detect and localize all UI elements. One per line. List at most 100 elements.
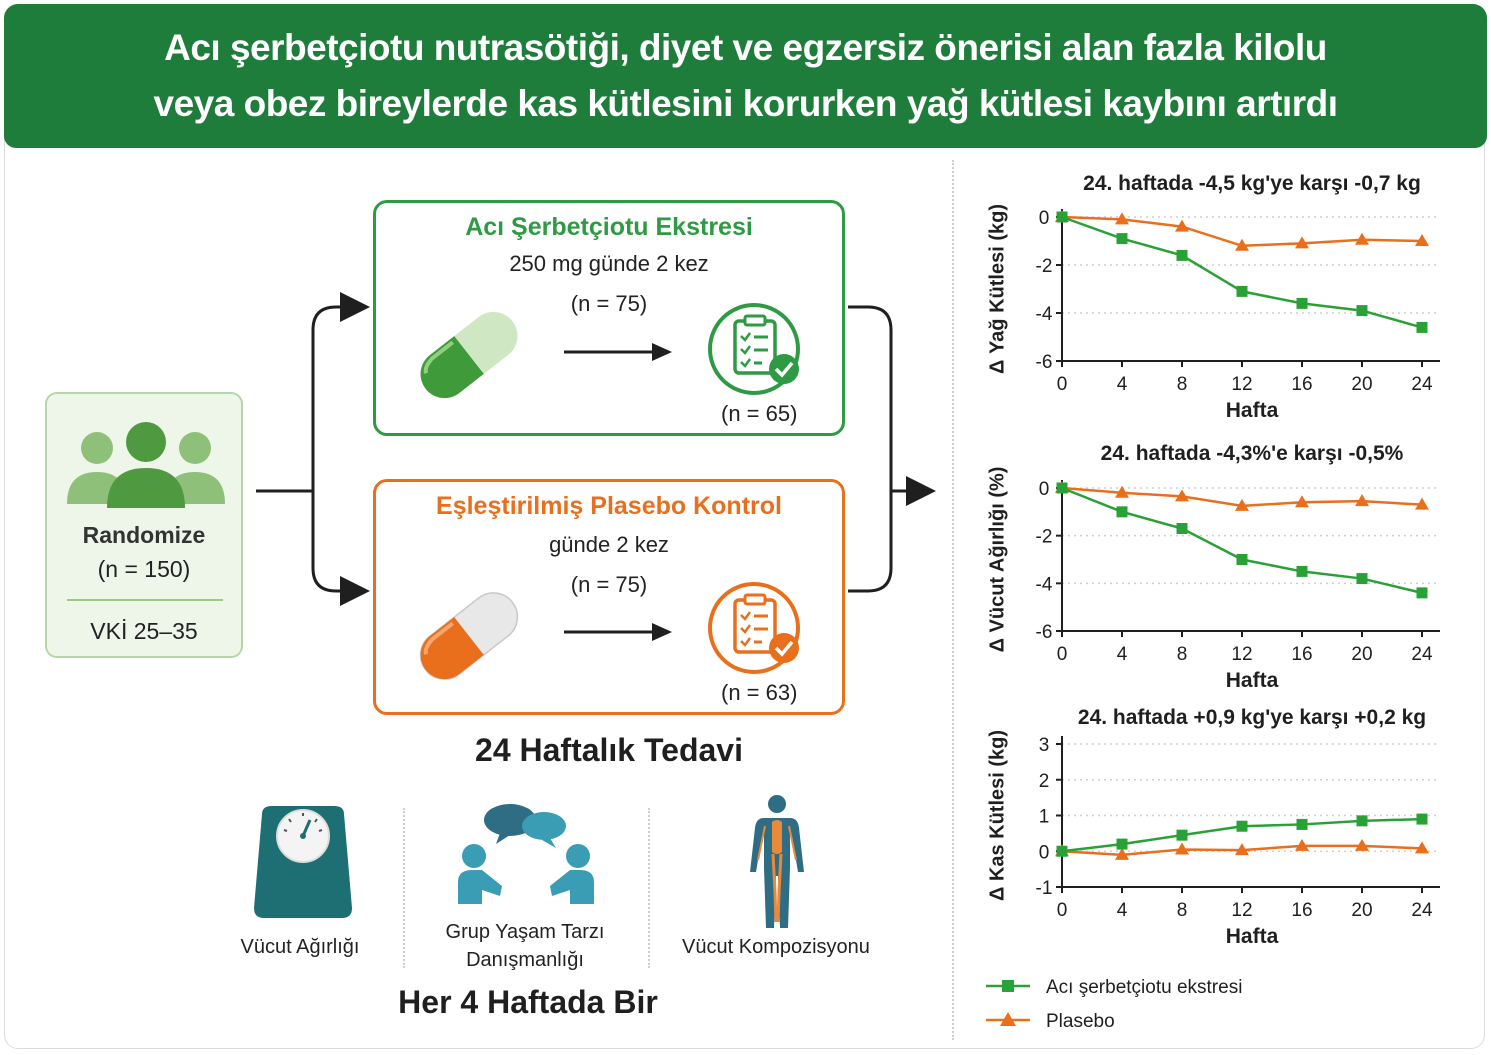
assessment-frequency: Her 4 Haftada Bir — [398, 984, 658, 1020]
data-point-extract — [1236, 285, 1248, 297]
assessment-counseling-label: Grup Yaşam Tarzı Danışmanlığı — [418, 918, 632, 974]
x-tick-label: 12 — [1231, 374, 1252, 395]
x-tick-label: 24 — [1411, 644, 1433, 665]
x-tick-label: 8 — [1177, 374, 1188, 395]
data-point-extract — [1176, 829, 1188, 841]
bmi-range: VKİ 25–35 — [90, 618, 198, 644]
y-tick-label: 3 — [1039, 735, 1050, 756]
x-tick-label: 20 — [1351, 374, 1372, 395]
clipboard-check-icon — [708, 303, 800, 395]
data-point-extract — [1236, 820, 1248, 832]
data-point-placebo — [1175, 842, 1189, 855]
results-charts: 24. haftada -4,5 kg'ye karşı -0,7 kg 0 -2 -… — [986, 172, 1440, 1032]
connector-from-placebo-arm — [848, 491, 893, 593]
data-point-placebo — [1295, 838, 1309, 851]
placebo-arm-dose: günde 2 kez — [549, 532, 669, 557]
data-point-placebo — [1415, 497, 1429, 510]
assessment-weight-label: Vücut Ağırlığı — [240, 936, 360, 958]
y-axis-label: Δ Yağ Kütlesi (kg) — [986, 204, 1008, 374]
section-divider — [952, 160, 954, 1040]
data-point-extract — [1116, 233, 1128, 245]
body-composition-icon — [750, 795, 804, 928]
y-tick-label: 0 — [1039, 479, 1050, 500]
assessment-divider-1 — [403, 808, 405, 968]
banner-title-line1: Acı şerbetçiotu nutrasötiği, diyet ve eg… — [164, 27, 1327, 68]
chart-panel-3: 24. haftada +0,9 kg'ye karşı +0,2 kg 3 2 1 0… — [986, 706, 1440, 948]
placebo-arm-title: Eşleştirilmiş Plasebo Kontrol — [436, 492, 782, 520]
randomize-label: Randomize — [82, 522, 206, 548]
extract-arm-title: Acı Şerbetçiotu Ekstresi — [465, 213, 753, 241]
placebo-arm-n-end: (n = 63) — [721, 680, 798, 705]
data-point-placebo — [1415, 234, 1429, 246]
x-axis-label: Hafta — [1226, 925, 1279, 948]
chart-title: 24. haftada -4,5 kg'ye karşı -0,7 kg — [1083, 172, 1421, 195]
connector-to-extract-arm — [311, 292, 370, 491]
data-point-placebo — [1355, 838, 1369, 851]
data-point-placebo — [1235, 498, 1249, 511]
data-point-extract — [1356, 305, 1368, 317]
y-tick-label: -2 — [1036, 256, 1053, 277]
treatment-label: 24 Haftalık Tedavi — [475, 732, 743, 768]
chart-title: 24. haftada +0,9 kg'ye karşı +0,2 kg — [1078, 706, 1426, 729]
x-tick-label: 0 — [1057, 644, 1068, 665]
connector-to-placebo-arm — [311, 491, 370, 606]
chart-title: 24. haftada -4,3%'e karşı -0,5% — [1101, 442, 1404, 465]
x-tick-label: 4 — [1117, 374, 1128, 395]
data-point-extract — [1176, 523, 1188, 535]
y-tick-label: 2 — [1039, 771, 1050, 792]
randomize-divider — [67, 599, 223, 601]
orange-capsule-icon — [419, 592, 519, 680]
data-point-placebo — [1295, 236, 1309, 249]
data-point-placebo — [1235, 238, 1249, 251]
green-capsule-icon — [420, 311, 518, 399]
extract-arm-n-start: (n = 75) — [570, 291, 648, 316]
legend-label: Plasebo — [1046, 1011, 1115, 1032]
assessment-divider-2 — [648, 808, 650, 968]
y-tick-label: -4 — [1036, 574, 1053, 595]
clipboard-check-icon — [708, 582, 800, 674]
x-axis-label: Hafta — [1226, 399, 1279, 422]
assessment-counseling-line1: Grup Yaşam Tarzı — [445, 921, 605, 943]
chart-panel-2: 24. haftada -4,3%'e karşı -0,5%0-2-4-60 4… — [986, 442, 1440, 692]
people-group-icon — [67, 422, 225, 508]
data-point-extract — [1056, 211, 1068, 223]
data-point-placebo — [1175, 219, 1189, 232]
x-tick-label: 8 — [1177, 900, 1188, 921]
x-axis-label: Hafta — [1226, 669, 1279, 692]
placebo-arm-arrow — [564, 623, 672, 641]
scale-icon — [254, 806, 352, 918]
y-tick-label: 0 — [1039, 208, 1050, 229]
data-point-placebo — [1355, 232, 1369, 245]
data-point-extract — [1356, 573, 1368, 585]
x-tick-label: 20 — [1351, 900, 1372, 921]
x-tick-label: 4 — [1117, 900, 1128, 921]
chart-legend: Acı şerbetçiotu ekstresi Plasebo — [986, 977, 1242, 1032]
x-tick-label: 4 — [1117, 644, 1128, 665]
x-tick-label: 20 — [1351, 644, 1372, 665]
data-point-placebo — [1235, 843, 1249, 856]
y-tick-label: -6 — [1036, 352, 1053, 373]
data-point-placebo — [1295, 495, 1309, 508]
x-tick-label: 12 — [1231, 900, 1252, 921]
flow-connectors — [256, 292, 936, 606]
data-point-placebo — [1415, 841, 1429, 854]
extract-arm-n-end: (n = 65) — [721, 401, 798, 426]
legend-marker-square — [1002, 980, 1014, 992]
connector-from-extract-arm — [848, 305, 893, 491]
x-tick-label: 16 — [1291, 900, 1312, 921]
series-line-extract — [1061, 215, 1423, 329]
randomize-n: (n = 150) — [97, 556, 191, 582]
y-tick-label: 0 — [1039, 842, 1050, 863]
x-tick-label: 12 — [1231, 644, 1252, 665]
data-point-extract — [1116, 838, 1128, 850]
y-tick-label: 1 — [1039, 807, 1050, 828]
chart-panel-1: 24. haftada -4,5 kg'ye karşı -0,7 kg 0 -2 -… — [986, 172, 1440, 422]
assessment-composition-label: Vücut Kompozisyonu — [682, 936, 870, 958]
banner-title-line2: veya obez bireylerde kas kütlesini korur… — [153, 83, 1338, 124]
x-tick-label: 24 — [1411, 374, 1433, 395]
y-tick-label: -2 — [1036, 527, 1053, 548]
data-point-extract — [1416, 321, 1428, 333]
group-counseling-icon — [458, 804, 594, 904]
assessment-counseling-line2: Danışmanlığı — [466, 949, 584, 971]
x-tick-label: 0 — [1057, 374, 1068, 395]
